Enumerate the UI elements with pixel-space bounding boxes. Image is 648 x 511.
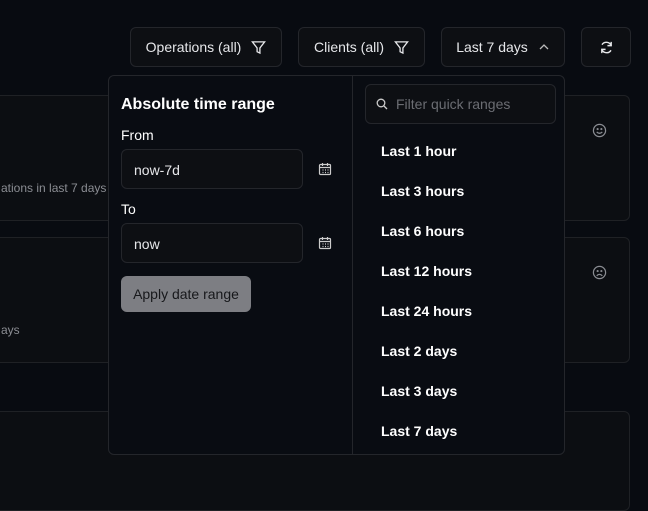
quick-range-item[interactable]: Last 6 hours: [381, 223, 465, 239]
quick-range-item[interactable]: Last 3 hours: [381, 183, 465, 199]
smile-icon: [592, 123, 607, 138]
quick-range-search-input[interactable]: [396, 96, 546, 112]
frown-icon: [592, 265, 607, 280]
refresh-icon: [600, 41, 612, 53]
calendar-icon[interactable]: [318, 162, 332, 176]
calendar-icon[interactable]: [318, 236, 332, 250]
time-range-label: Last 7 days: [456, 39, 528, 55]
clients-filter-button[interactable]: Clients (all): [298, 27, 425, 67]
quick-range-item[interactable]: Last 12 hours: [381, 263, 473, 279]
to-input[interactable]: now: [121, 223, 303, 263]
from-label: From: [121, 127, 154, 143]
search-icon: [376, 98, 388, 110]
filter-icon: [251, 40, 267, 54]
filter-icon: [394, 40, 409, 54]
quick-range-search[interactable]: [365, 84, 556, 124]
quick-range-item[interactable]: Last 2 days: [381, 343, 458, 359]
absolute-range-panel: Absolute time range From now-7d To now A…: [109, 76, 353, 454]
time-range-button[interactable]: Last 7 days: [441, 27, 565, 67]
operations-filter-button[interactable]: Operations (all): [130, 27, 282, 67]
apply-date-range-button[interactable]: Apply date range: [121, 276, 251, 312]
quick-range-item[interactable]: Last 24 hours: [381, 303, 473, 319]
quick-range-item[interactable]: Last 3 days: [381, 383, 458, 399]
quick-range-item[interactable]: Last 1 hour: [381, 143, 457, 159]
refresh-button[interactable]: [581, 27, 631, 67]
clients-label: Clients (all): [313, 39, 384, 55]
quick-range-item[interactable]: Last 7 days: [381, 423, 458, 439]
time-range-popover: Absolute time range From now-7d To now A…: [108, 75, 565, 455]
from-input[interactable]: now-7d: [121, 149, 303, 189]
to-label: To: [121, 201, 136, 217]
chevron-up-icon: [539, 44, 549, 50]
panel-title: Absolute time range: [121, 96, 275, 113]
card-subtitle: ays: [1, 323, 20, 337]
card-subtitle: ations in last 7 days: [1, 181, 107, 195]
operations-label: Operations (all): [145, 39, 242, 55]
